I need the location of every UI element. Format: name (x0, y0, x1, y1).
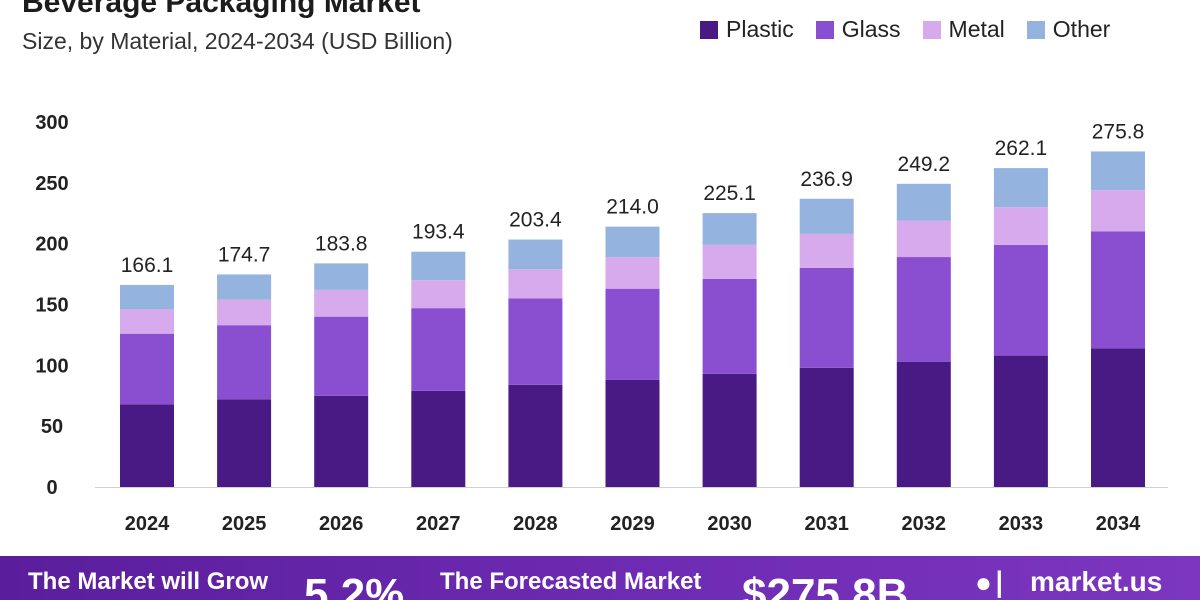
bar-segment-plastic (896, 361, 951, 487)
bar-segment-metal (896, 220, 951, 258)
x-tick-label: 2033 (999, 513, 1044, 535)
bar-segment-other (702, 213, 757, 245)
bar-segment-plastic (314, 395, 369, 487)
bar-segment-plastic (120, 404, 174, 487)
bar-segment-metal (993, 207, 1048, 245)
bar-total-label: 183.8 (315, 232, 368, 255)
bar-segment-glass (896, 257, 951, 362)
banner-cagr: 5.2% (304, 570, 405, 600)
legend-swatch-plastic (700, 20, 718, 39)
legend-label-other: Other (1052, 16, 1111, 42)
stacked-bar-chart: 0 50 100 150 200 250 300 166.1 2024 174.7 2025 183.… (35, 112, 1168, 535)
bar-total-label: 262.1 (995, 137, 1048, 160)
legend-item-glass: Glass (815, 16, 901, 43)
legend-item-metal: Metal (922, 16, 1005, 43)
bar-segment-glass (993, 244, 1048, 356)
bar-total-label: 236.9 (800, 168, 853, 191)
legend-label-metal: Metal (948, 16, 1005, 42)
y-tick-label: 200 (35, 234, 68, 256)
x-tick-label: 2032 (902, 513, 947, 535)
x-tick-label: 2031 (804, 513, 849, 535)
bar-segment-plastic (217, 399, 272, 487)
y-tick-label: 50 (41, 416, 63, 438)
bar-segment-glass (799, 268, 854, 368)
bar-total-label: 203.4 (509, 209, 562, 232)
bar-segment-plastic (411, 390, 466, 487)
banner-logo-text: market.us (1030, 566, 1163, 597)
bar-segment-glass (411, 308, 466, 391)
bar-segment-glass (120, 333, 174, 405)
legend-swatch-metal (922, 20, 941, 39)
legend-item-other: Other (1026, 16, 1111, 43)
bar-segment-metal (411, 280, 466, 309)
bar-total-label: 193.4 (412, 221, 465, 244)
bar-total-label: 249.2 (898, 153, 951, 176)
bar-segment-glass (314, 316, 369, 396)
legend-item-plastic: Plastic (700, 16, 794, 43)
legend: Plastic Glass Metal Other (700, 16, 1110, 43)
bar-segment-glass (702, 278, 757, 374)
bar-total-label: 174.7 (218, 243, 271, 266)
bar-segment-other (896, 183, 951, 221)
bar-segment-other (508, 239, 563, 270)
x-tick-label: 2028 (513, 513, 558, 535)
bar-total-label: 214.0 (606, 196, 659, 219)
logo-icon: ●∣ (975, 567, 1006, 598)
banner-forecast-text: The Forecasted Market (440, 568, 702, 595)
bar-segment-plastic (702, 373, 757, 487)
bar-segment-metal (799, 233, 854, 268)
legend-label-plastic: Plastic (726, 16, 794, 42)
chart-title: Beverage Packaging Market (22, 0, 421, 19)
legend-swatch-other (1026, 20, 1045, 39)
bar-segment-metal (508, 269, 563, 299)
bar-total-label: 225.1 (703, 182, 756, 205)
x-tick-label: 2024 (125, 513, 170, 535)
bar-segment-metal (314, 289, 369, 317)
y-tick-label: 0 (46, 477, 57, 499)
x-tick-label: 2029 (610, 513, 655, 535)
x-tick-label: 2025 (222, 513, 267, 535)
bar-segment-metal (605, 257, 660, 289)
bar-total-label: 275.8 (1092, 120, 1145, 143)
bar-segment-other (314, 263, 369, 290)
bar-segment-metal (1091, 190, 1145, 232)
bar-segment-metal (217, 299, 272, 326)
bar-segment-other (411, 251, 466, 281)
bar-segment-other (1091, 151, 1145, 191)
x-tick-label: 2027 (416, 513, 461, 535)
y-tick-label: 300 (35, 112, 68, 134)
bar-segment-other (799, 198, 854, 234)
legend-swatch-glass (815, 20, 834, 39)
chart-subtitle: Size, by Material, 2024-2034 (USD Billio… (22, 28, 453, 54)
banner-market-size: $275.8B (742, 570, 909, 600)
bar-segment-metal (702, 244, 757, 279)
bar-segment-glass (605, 288, 660, 380)
legend-label-glass: Glass (841, 16, 901, 42)
x-tick-label: 2026 (319, 513, 364, 535)
y-tick-label: 100 (35, 355, 68, 377)
bar-segment-glass (1091, 231, 1145, 349)
bar-segment-glass (217, 325, 272, 400)
y-tick-label: 150 (35, 295, 68, 317)
bar-segment-plastic (605, 379, 660, 487)
bar-total-label: 166.1 (121, 254, 174, 277)
bar-segment-other (993, 168, 1048, 208)
y-tick-label: 250 (35, 173, 68, 195)
footer-banner: The Market will Grow 5.2% The Forecasted… (0, 556, 1200, 600)
bar-segment-plastic (799, 367, 854, 487)
bar-segment-plastic (993, 355, 1048, 487)
banner-grow-text: The Market will Grow (28, 568, 269, 595)
x-tick-label: 2030 (707, 513, 752, 535)
bar-segment-plastic (508, 384, 563, 487)
bar-segment-metal (120, 309, 174, 334)
x-tick-label: 2034 (1096, 513, 1141, 535)
bar-segment-other (217, 274, 272, 300)
bar-segment-plastic (1091, 348, 1145, 487)
bar-segment-other (605, 226, 660, 258)
bar-segment-other (120, 284, 174, 310)
bar-segment-glass (508, 298, 563, 385)
